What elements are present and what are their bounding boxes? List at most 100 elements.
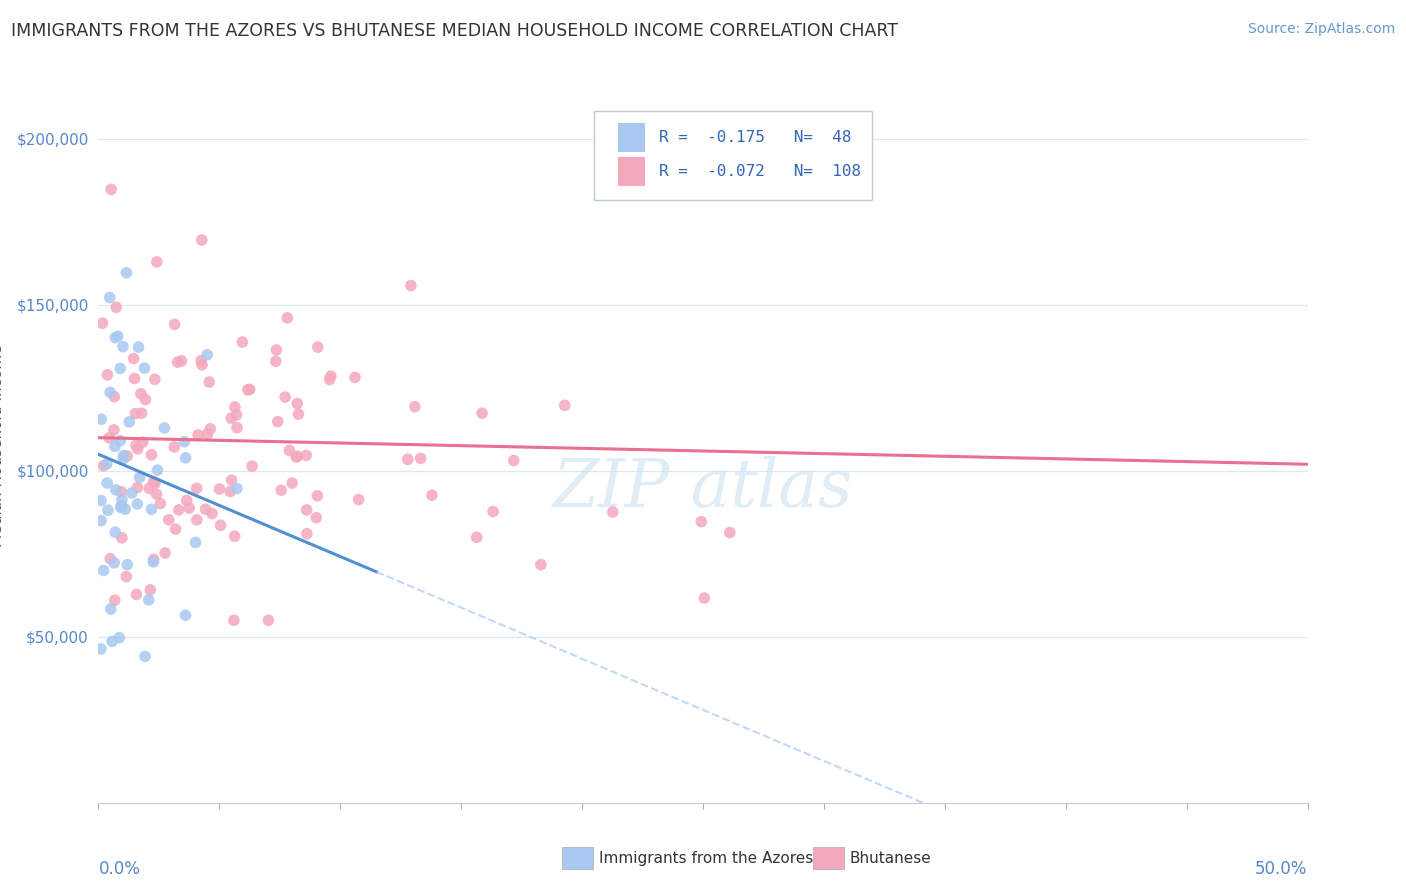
Point [347, 492, 370, 507]
Point [396, 452, 419, 467]
Point [274, 390, 297, 404]
Point [98, 431, 121, 445]
Point [165, 522, 187, 536]
Point [96, 476, 118, 491]
Point [90, 493, 112, 508]
Point [100, 182, 122, 196]
Point [281, 476, 304, 491]
Point [121, 486, 143, 500]
Point [142, 475, 165, 489]
Point [319, 369, 342, 384]
Text: Immigrants from the Azores: Immigrants from the Azores [599, 851, 813, 865]
Point [125, 587, 148, 601]
Point [90, 642, 112, 657]
Point [718, 525, 741, 540]
Point [197, 426, 219, 441]
Point [97, 503, 120, 517]
Point [127, 442, 149, 456]
Point [295, 526, 318, 541]
Point [307, 489, 329, 503]
Text: R =  -0.072   N=  108: R = -0.072 N= 108 [659, 164, 862, 178]
Point [114, 502, 136, 516]
Point [191, 358, 214, 372]
Point [201, 507, 224, 521]
Point [90, 412, 112, 426]
Point [127, 481, 149, 495]
Point [117, 558, 139, 572]
Point [157, 513, 180, 527]
Point [295, 503, 318, 517]
Point [146, 255, 169, 269]
Text: Source: ZipAtlas.com: Source: ZipAtlas.com [1247, 22, 1395, 37]
Point [134, 361, 156, 376]
Point [190, 353, 212, 368]
Text: Bhutanese: Bhutanese [849, 851, 931, 865]
Point [693, 591, 716, 605]
Point [124, 371, 146, 385]
Text: IMMIGRANTS FROM THE AZORES VS BHUTANESE MEDIAN HOUSEHOLD INCOME CORRELATION CHAR: IMMIGRANTS FROM THE AZORES VS BHUTANESE … [11, 22, 898, 40]
Point [174, 608, 197, 623]
Point [174, 450, 197, 465]
Point [222, 613, 245, 627]
Point [219, 484, 242, 499]
Point [111, 340, 134, 354]
Point [112, 449, 135, 463]
Point [307, 340, 329, 354]
Point [225, 482, 247, 496]
Point [264, 354, 287, 368]
Point [482, 505, 505, 519]
Point [117, 449, 139, 463]
Point [190, 233, 212, 247]
Point [219, 411, 242, 425]
Point [409, 451, 432, 466]
Point [98, 385, 121, 400]
Point [194, 502, 217, 516]
Point [141, 502, 163, 516]
Point [145, 487, 167, 501]
FancyBboxPatch shape [595, 111, 872, 200]
Point [420, 488, 443, 502]
Point [146, 463, 169, 477]
Bar [619, 157, 645, 186]
Point [163, 318, 186, 332]
Point [465, 530, 488, 544]
Point [115, 266, 138, 280]
Point [554, 398, 576, 412]
Point [195, 348, 218, 362]
Point [93, 458, 115, 473]
Point [257, 613, 280, 627]
Point [305, 510, 328, 524]
Point [530, 558, 553, 572]
Point [101, 634, 124, 648]
Point [226, 420, 249, 434]
Point [184, 535, 207, 549]
Point [224, 529, 246, 543]
Point [100, 602, 122, 616]
Point [143, 372, 166, 386]
Point [132, 435, 155, 450]
Point [502, 453, 524, 467]
Point [143, 476, 166, 491]
Point [142, 552, 165, 566]
Point [125, 438, 148, 452]
Point [118, 415, 141, 429]
Point [267, 415, 290, 429]
Point [224, 400, 246, 414]
Point [104, 593, 127, 607]
Bar [619, 123, 645, 152]
Point [128, 340, 150, 354]
Point [139, 582, 162, 597]
Point [110, 434, 132, 448]
Point [110, 484, 132, 499]
Point [225, 408, 247, 422]
Text: R =  -0.175   N=  48: R = -0.175 N= 48 [659, 130, 852, 145]
Point [209, 518, 232, 533]
Point [103, 390, 125, 404]
Point [129, 386, 152, 401]
Point [107, 329, 129, 343]
Point [105, 300, 128, 314]
Point [399, 278, 422, 293]
Point [108, 631, 131, 645]
Point [176, 493, 198, 508]
Point [138, 593, 160, 607]
